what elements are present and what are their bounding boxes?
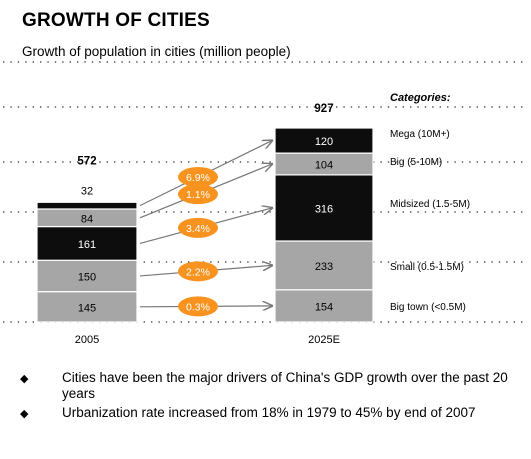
- data-label: 161: [78, 239, 96, 251]
- bar-segment: [274, 289, 374, 323]
- bullet-item: ◆ Cities have been the major drivers of …: [20, 370, 520, 402]
- growth-rate-oval: [178, 217, 218, 238]
- total-label: 572: [77, 155, 96, 167]
- page-title: GROWTH OF CITIES: [22, 10, 210, 31]
- diamond-bullet-icon: ◆: [20, 373, 29, 385]
- bullet-text: Cities have been the major drivers of Ch…: [62, 370, 508, 401]
- category-label: 2025E: [308, 334, 340, 346]
- data-label: 145: [78, 302, 96, 314]
- data-label: 120: [315, 136, 333, 148]
- growth-rate-label: 6.9%: [186, 172, 210, 184]
- legend-title: Categories:: [390, 92, 451, 104]
- growth-rate-label: 2.2%: [186, 266, 210, 278]
- growth-rate-oval: [178, 261, 218, 282]
- bar-segment: [274, 240, 374, 291]
- legend-entry: Small (0.5-1.5M): [390, 262, 464, 273]
- bullet-item: ◆ Urbanization rate increased from 18% i…: [20, 405, 520, 421]
- growth-rate-oval: [178, 167, 218, 188]
- growth-rate-label: 1.1%: [186, 189, 210, 201]
- bullet-text: Urbanization rate increased from 18% in …: [62, 405, 476, 420]
- bullet-list: ◆ Cities have been the major drivers of …: [20, 370, 520, 424]
- growth-rate-label: 0.3%: [186, 301, 210, 313]
- category-label: 2005: [75, 334, 99, 346]
- page-subtitle: Growth of population in cities (million …: [22, 44, 291, 59]
- bar-segment: [36, 201, 138, 210]
- growth-rate-oval: [178, 184, 218, 205]
- legend-entry: Midsized (1.5-5M): [390, 199, 470, 210]
- bar-segment: [36, 291, 138, 323]
- data-label: 233: [315, 261, 333, 273]
- data-label: 154: [315, 301, 333, 313]
- bar-segment: [36, 225, 138, 261]
- total-label: 927: [314, 103, 333, 115]
- stacked-bar-chart: 145 150 161 84 32 572 2005 154 233 316 104 120 927 20…: [3, 61, 528, 346]
- diamond-bullet-icon: ◆: [20, 408, 29, 420]
- bar-segment: [274, 127, 374, 154]
- growth-rate-oval: [178, 296, 218, 317]
- legend-entry: Big (5-10M): [390, 157, 442, 168]
- data-label: 104: [315, 159, 333, 171]
- data-label: 32: [81, 185, 93, 197]
- data-label: 150: [78, 271, 96, 283]
- legend-entry: Mega (10M+): [390, 129, 450, 140]
- data-label: 316: [315, 203, 333, 215]
- legend-entry: Big town (<0.5M): [390, 302, 466, 313]
- growth-rate-label: 3.4%: [186, 223, 210, 235]
- bar-segment: [274, 174, 374, 242]
- data-label: 84: [81, 213, 93, 225]
